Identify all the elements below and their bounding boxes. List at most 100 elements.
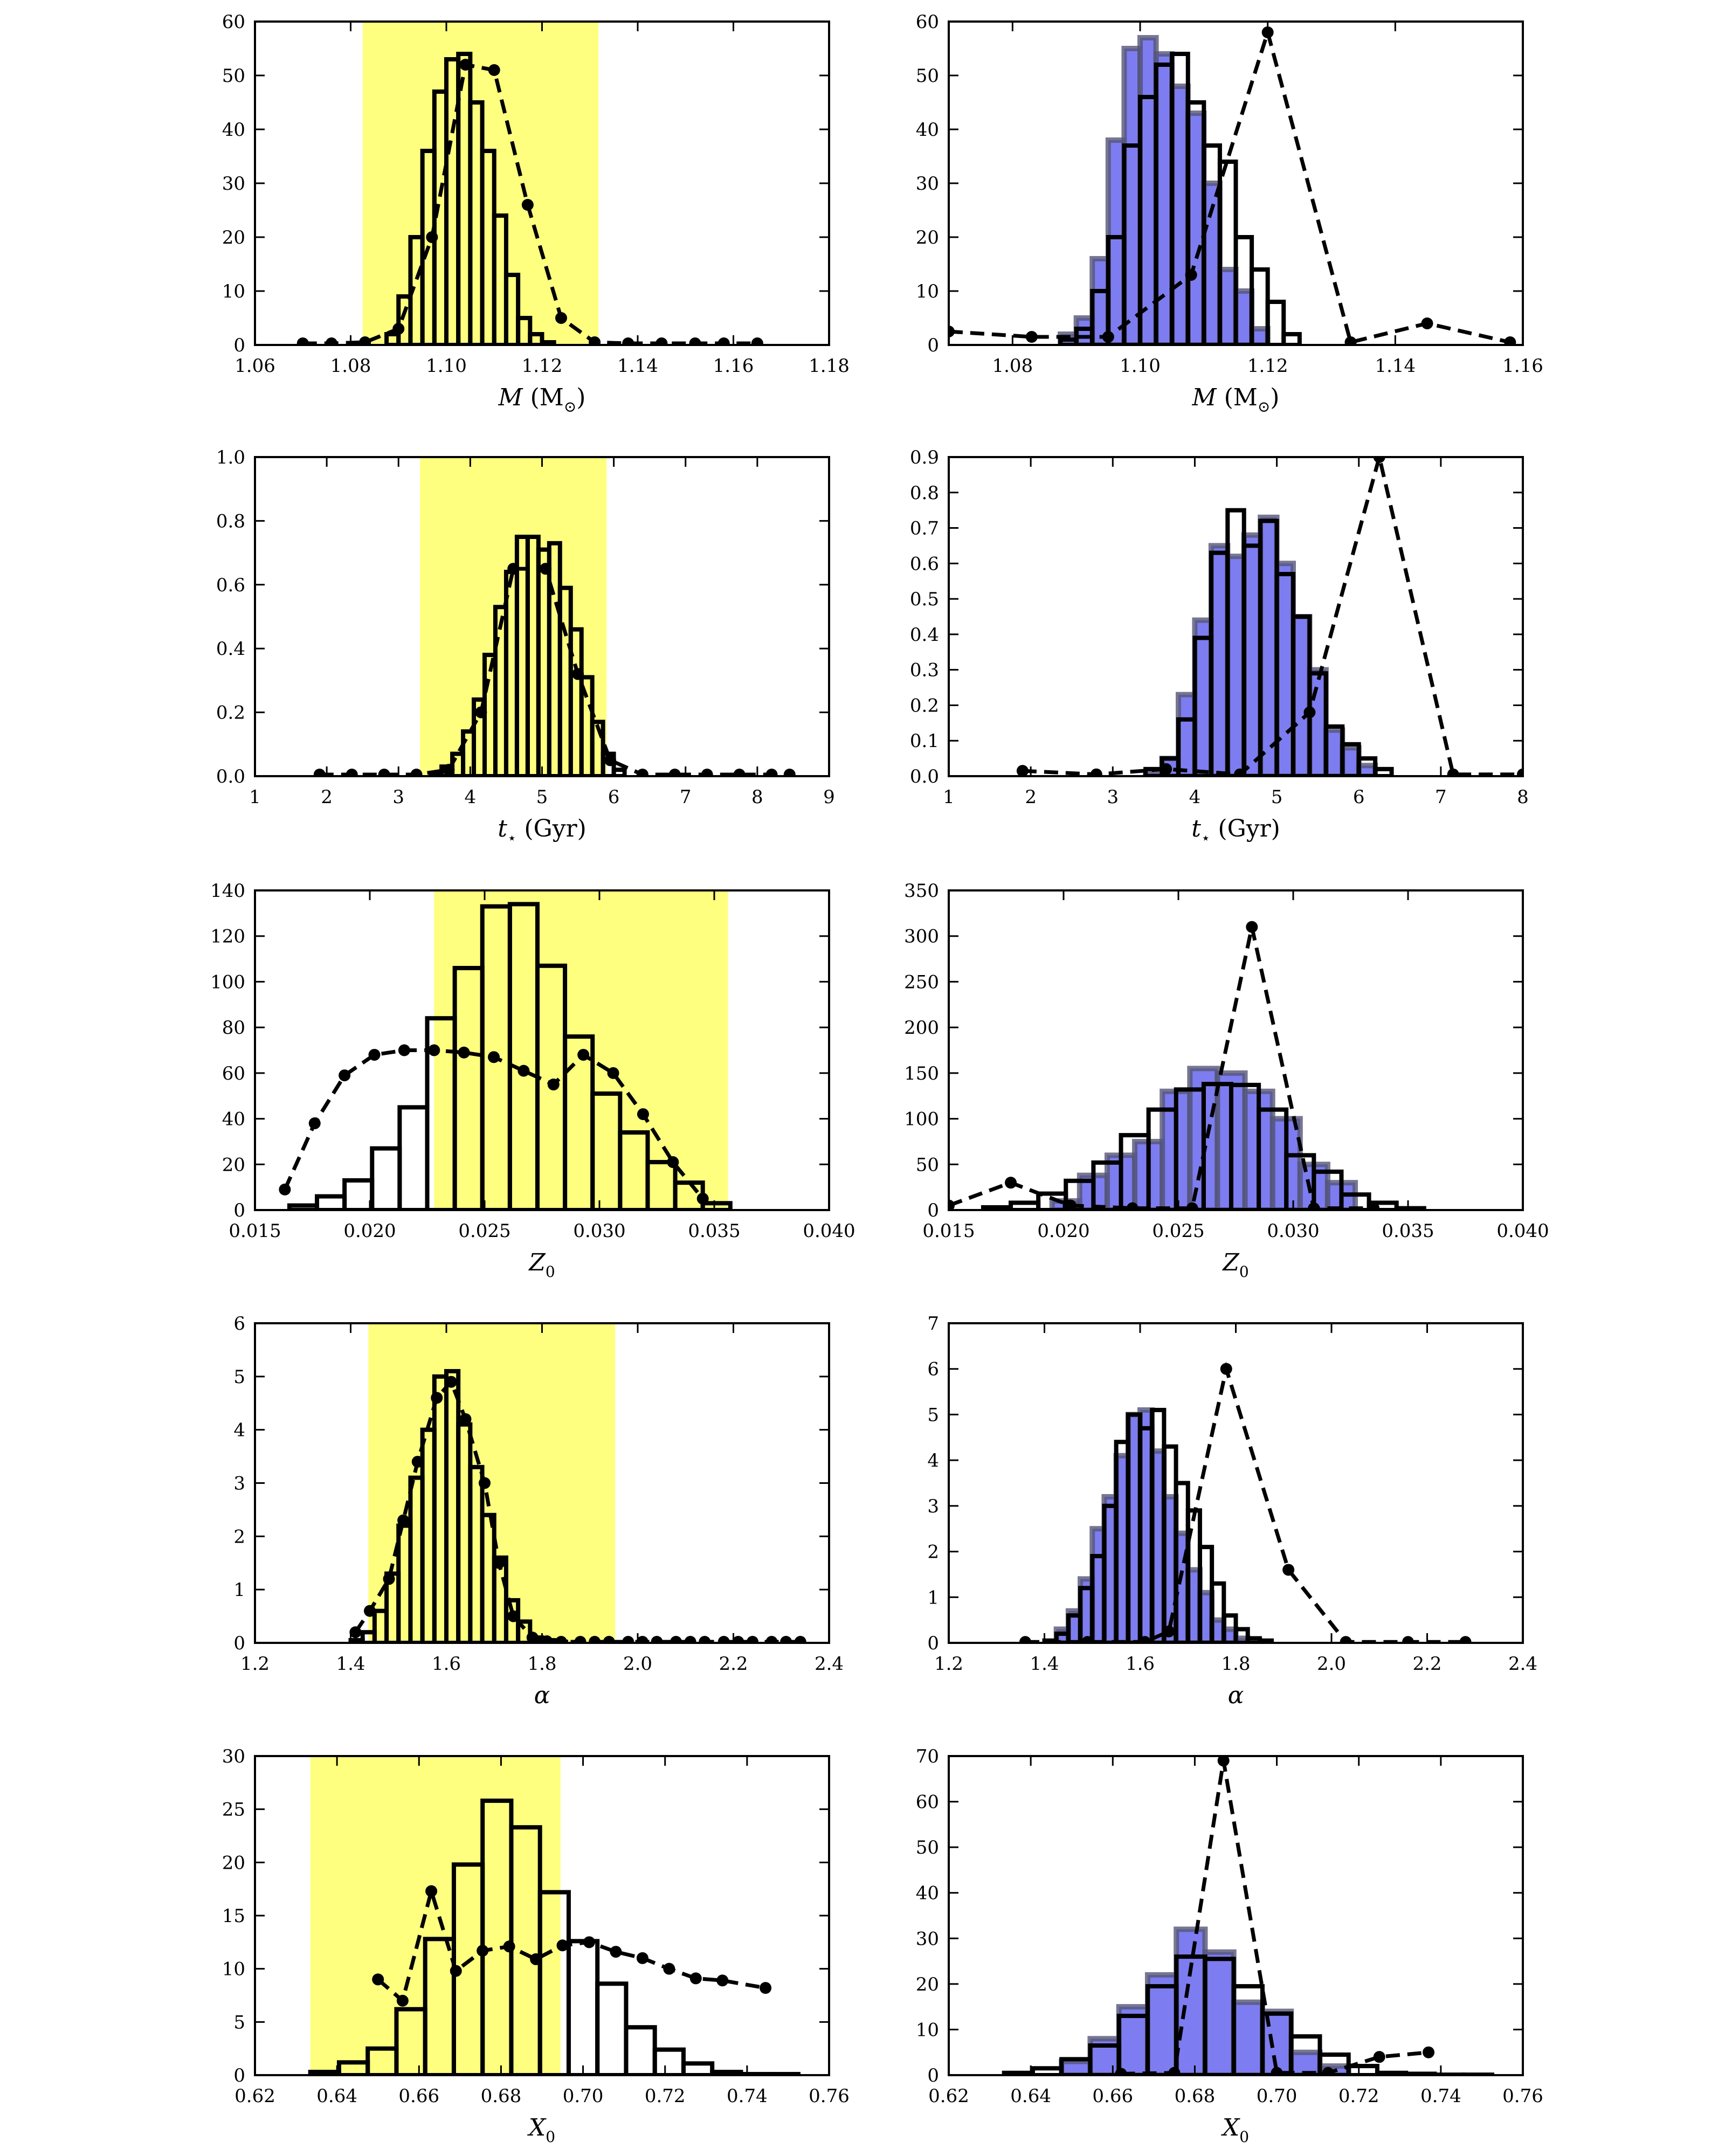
x-axis-label-symbol: M: [498, 384, 523, 411]
chart-z0-left: 0.015 0.020 0.025 0.030 0.035 0.040 0 20 40 60 80 1…: [210, 880, 855, 1281]
curve-point: [604, 754, 616, 766]
x-tick-label: 0.035: [1382, 1220, 1434, 1242]
plot-area: [1019, 1361, 1472, 1643]
x-tick-label: 5: [536, 786, 548, 808]
x-tick-label: 0.62: [234, 2085, 275, 2107]
curve-point: [589, 336, 601, 345]
y-tick-label: 0.0: [216, 766, 245, 787]
y-tick-label: 10: [916, 281, 939, 302]
dashed-curve: [949, 25, 1511, 345]
y-tick-label: 50: [916, 1837, 939, 1858]
y-tick-label: 1: [233, 1579, 245, 1601]
x-tick-label: 1.6: [1126, 1653, 1155, 1675]
x-axis-label: X0: [527, 2114, 555, 2146]
x-axis-label-symbol: X: [527, 2114, 547, 2141]
curve-point: [1322, 2067, 1334, 2075]
curve-point: [397, 1514, 410, 1526]
curve-point: [701, 769, 713, 776]
y-tick-label: 60: [916, 11, 939, 33]
curve-point: [760, 1982, 772, 1994]
hist-bar: [1346, 2064, 1379, 2075]
curve-point: [1246, 921, 1258, 933]
curve-point: [507, 1610, 520, 1622]
curve-point: [359, 336, 371, 345]
plot-area: [1016, 457, 1523, 776]
x-tick-label: 0.76: [809, 2085, 850, 2107]
curve-point: [346, 769, 358, 776]
curve-point: [574, 1636, 586, 1643]
x-tick-label: 2.4: [815, 1653, 844, 1675]
x-axis-label-subscript: ⋆: [1201, 829, 1211, 847]
curve-point: [493, 1557, 505, 1569]
y-tick-label: 60: [222, 1063, 245, 1084]
credible-interval-band: [310, 1756, 561, 2075]
curve-point: [1220, 1363, 1232, 1375]
y-tick-label: 1.0: [216, 447, 245, 468]
x-axis-label: Z0: [1222, 1249, 1248, 1281]
curve-point: [1504, 336, 1516, 345]
curve-point: [540, 563, 552, 575]
curve-point: [622, 1636, 634, 1643]
y-tick-label: 0.4: [910, 624, 939, 646]
curve-point: [717, 337, 730, 345]
x-tick-label: 2.4: [1508, 1653, 1537, 1675]
x-axis-label-unit: (M: [523, 384, 564, 411]
y-tick-label: 140: [210, 880, 245, 902]
hist-bar: [1265, 300, 1286, 345]
x-tick-label: 0.62: [928, 2085, 969, 2107]
curve-point: [949, 1199, 955, 1210]
hist-bar: [700, 1201, 733, 1210]
curve-point: [443, 764, 455, 776]
hist-bar: [397, 1105, 430, 1210]
chart-z0-right: 0.015 0.020 0.025 0.030 0.035 0.040 0 50 100 150 2…: [904, 880, 1549, 1281]
x-tick-label: 7: [680, 786, 692, 808]
y-tick-label: 30: [916, 173, 939, 195]
y-tick-label: 20: [222, 1154, 245, 1176]
curve-point: [477, 1945, 489, 1957]
x-tick-label: 0.020: [1037, 1220, 1089, 1242]
y-tick-label: 0.9: [910, 447, 939, 468]
x-axis-label-subscript: ⊙: [1258, 398, 1270, 416]
x-tick-label: 9: [823, 786, 835, 808]
y-tick-label: 4: [233, 1420, 245, 1441]
y-tick-label: 5: [927, 1404, 939, 1426]
x-tick-label: 3: [392, 786, 404, 808]
curve-point: [488, 64, 500, 76]
curve-point: [1102, 331, 1114, 343]
chart-age-right: 1 2 3 4 5 6 7 8 0.0 0.1 0.2 0.3 0.4 0.5 0.6 0.7 0.8 0.9 t⋆…: [910, 447, 1529, 847]
x-tick-label: 0.015: [922, 1220, 975, 1242]
x-tick-label: 1: [249, 786, 261, 808]
curve-point: [556, 1939, 569, 1952]
plot-area: [949, 921, 1426, 1210]
curve-point: [428, 1044, 440, 1056]
curve-point: [1064, 1199, 1077, 1210]
curve-point: [396, 1994, 409, 2007]
x-axis-label-symbol: α: [1228, 1682, 1244, 1709]
y-tick-label: 25: [222, 1799, 245, 1821]
curve-point: [479, 1477, 491, 1489]
chart-alpha-right: 1.2 1.4 1.6 1.8 2.0 2.2 2.4 0 1 2 3 4 5 6 7 α: [927, 1313, 1537, 1709]
y-tick-label: 200: [904, 1017, 939, 1039]
y-tick-label: 100: [210, 971, 245, 993]
curve-point: [547, 1079, 560, 1091]
hist-bar: [1257, 1638, 1274, 1643]
x-tick-label: 1.14: [617, 355, 658, 377]
x-tick-label: 4: [1189, 786, 1201, 808]
y-tick-label: 10: [916, 2019, 939, 2041]
dashed-curve: [319, 566, 790, 776]
x-tick-label: 0.76: [1502, 2085, 1543, 2107]
curve-point: [279, 1183, 291, 1196]
curve-point: [555, 1636, 567, 1643]
y-tick-label: 10: [222, 281, 245, 302]
y-tick-label: 20: [222, 1852, 245, 1874]
plot-area: [313, 457, 796, 776]
curve-point: [699, 1636, 711, 1643]
curve-point: [372, 1973, 384, 1986]
curve-point: [1168, 2067, 1181, 2075]
y-tick-label: 0: [927, 1200, 939, 1221]
hist-bar: [566, 1939, 600, 2075]
x-tick-label: 0.68: [481, 2085, 522, 2107]
y-tick-label: 0: [233, 1200, 245, 1221]
curve-point: [1160, 763, 1172, 775]
x-axis-label-symbol: M: [1192, 384, 1217, 411]
